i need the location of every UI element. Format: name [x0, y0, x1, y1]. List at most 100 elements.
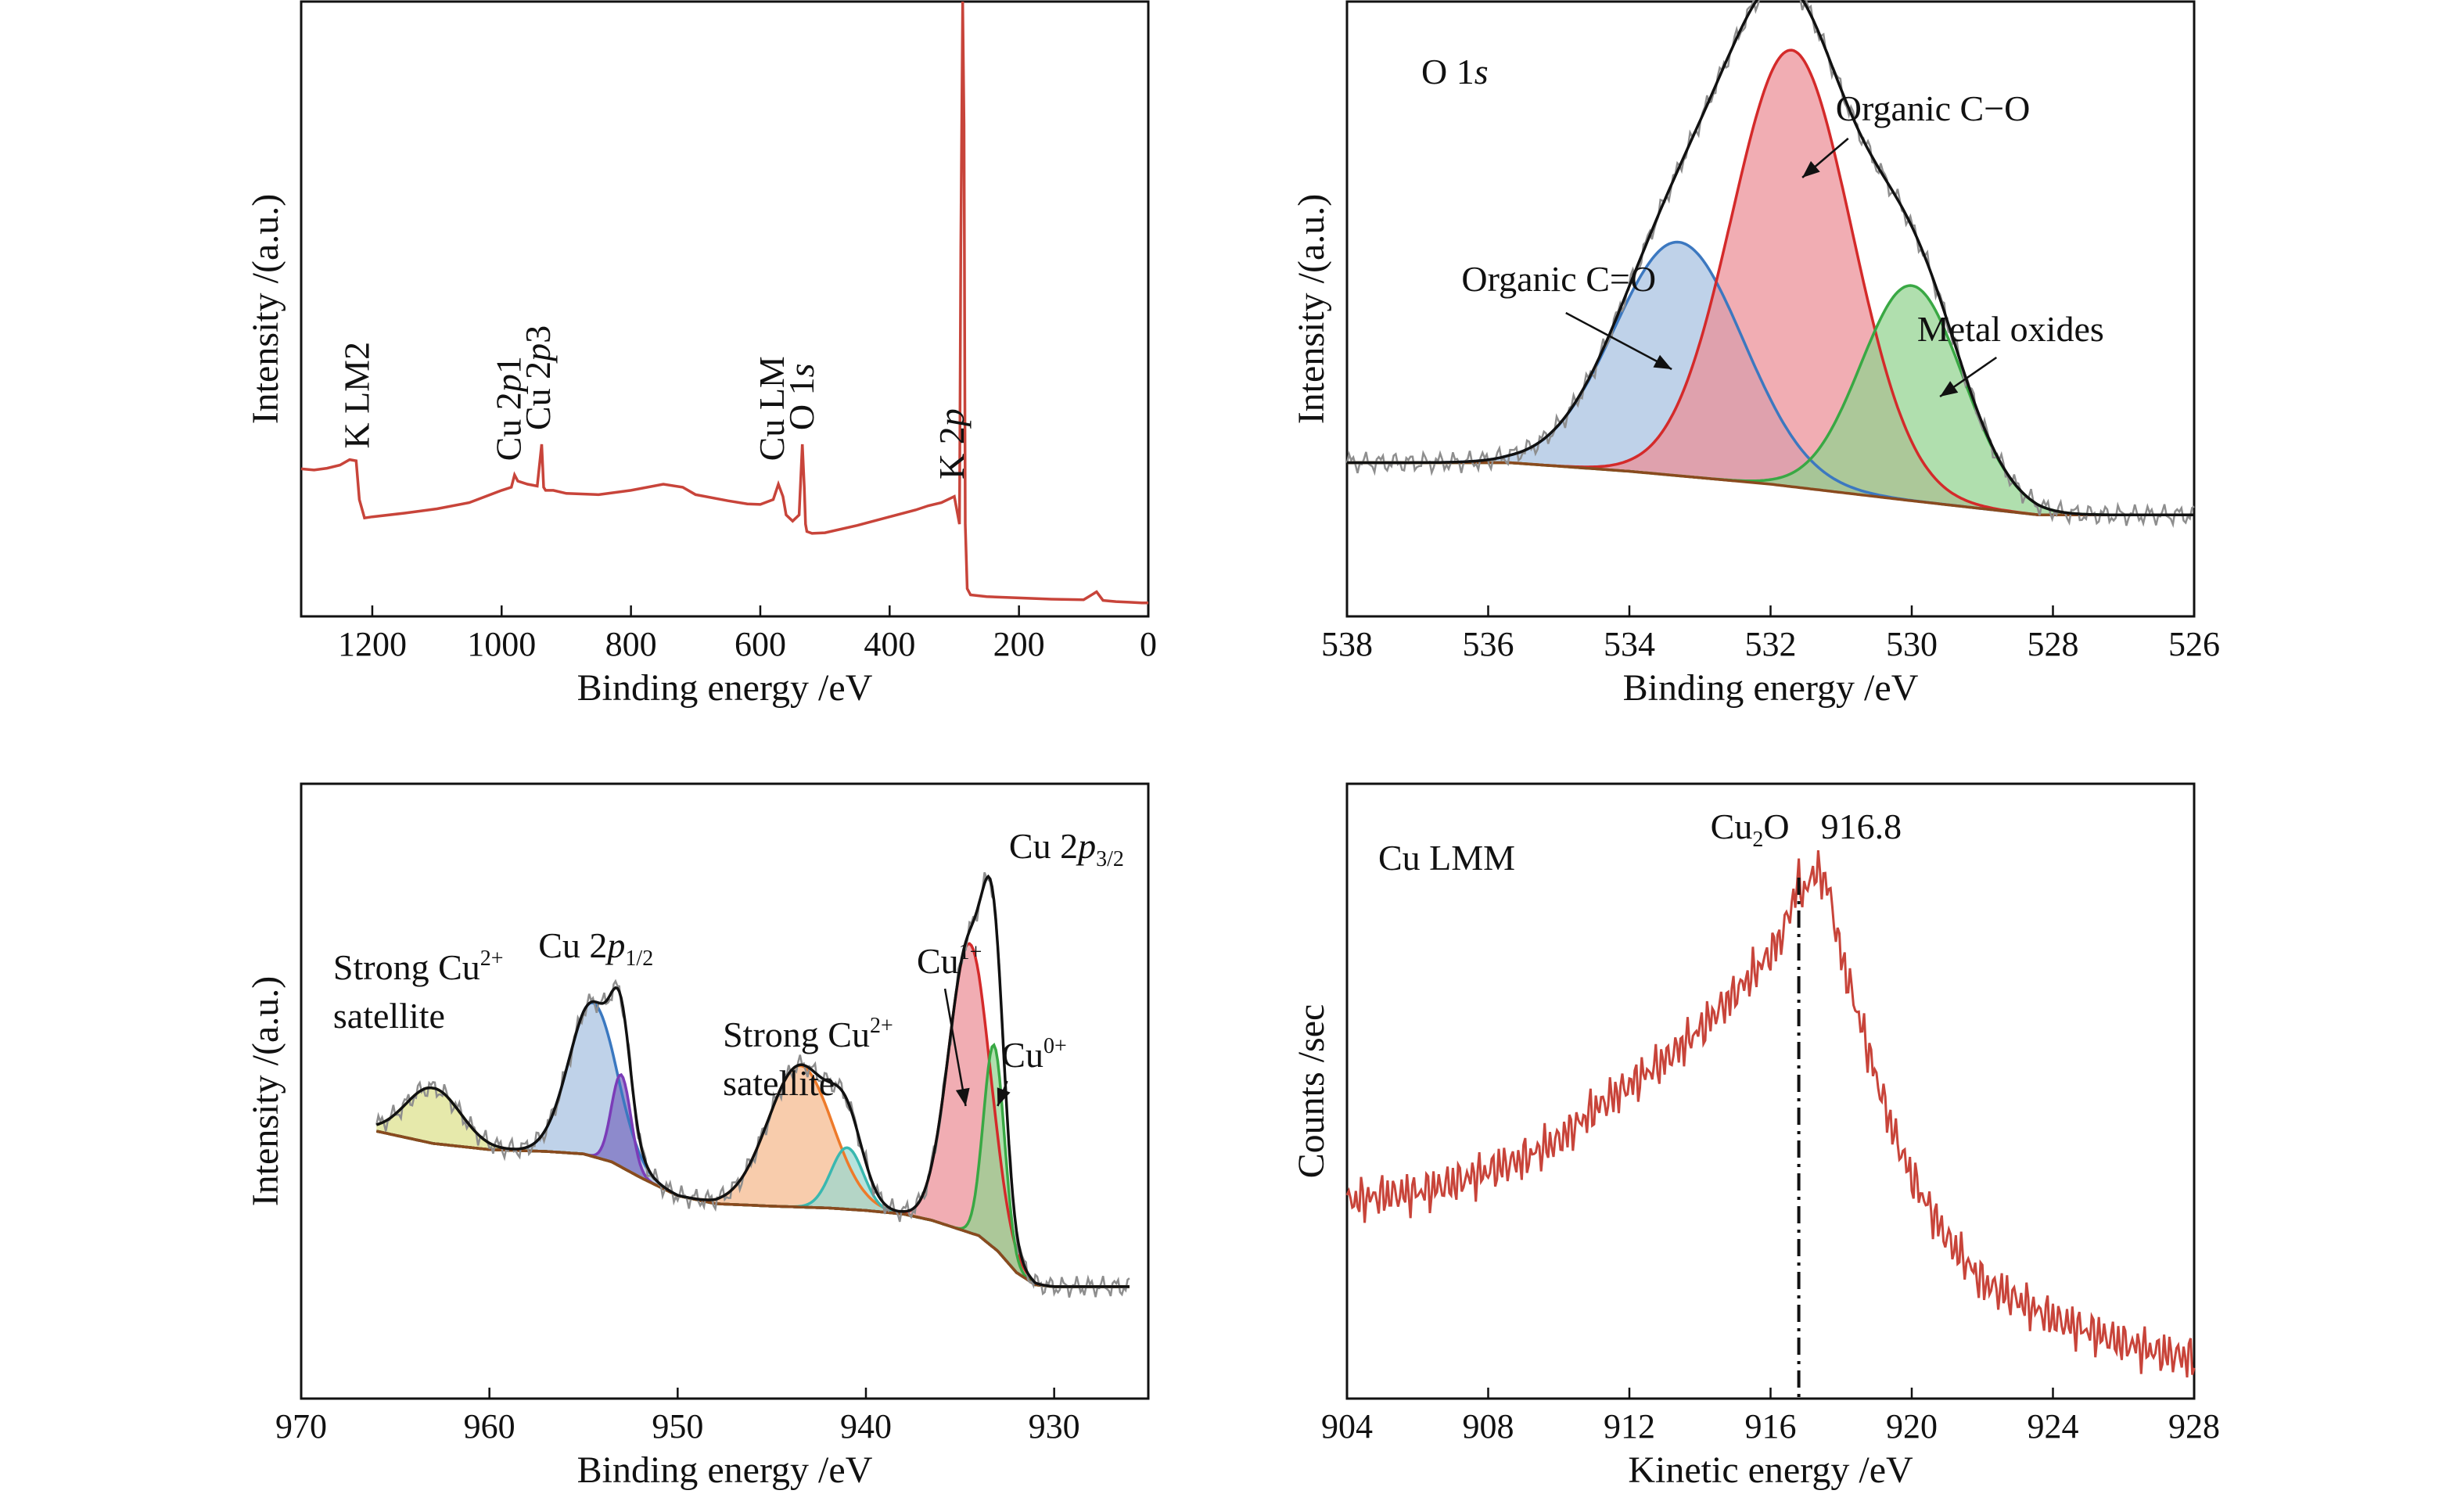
- x-tick-label: 528: [2028, 625, 2079, 663]
- panel-title-italic: s: [1474, 52, 1489, 92]
- peak-annotation: Cu LM: [752, 356, 792, 461]
- peak-annotation-suffix: 3: [518, 325, 558, 343]
- y-axis-label: Intensity /(a.u.): [245, 976, 286, 1207]
- peak-annotation-sup: 2+: [480, 946, 504, 971]
- x-tick-label: 950: [652, 1407, 703, 1446]
- peak-annotation: Strong Cu2+: [723, 1014, 893, 1054]
- fit-peak-area: [1347, 50, 2194, 515]
- peak-annotation-main: Cu 2: [518, 361, 558, 430]
- x-tick-label: 916: [1745, 1407, 1797, 1446]
- fit-peak-area: [376, 1065, 1130, 1287]
- reference-species-label: Cu2O: [1711, 806, 1790, 852]
- x-axis-label: Binding energy /eV: [577, 667, 873, 709]
- x-tick-label: 908: [1463, 1407, 1514, 1446]
- x-tick-label: 970: [275, 1407, 327, 1446]
- peak-annotation-main: Cu: [917, 941, 959, 981]
- y-axis-label: Counts /sec: [1291, 1004, 1332, 1179]
- peak-annotation-italic: p: [518, 343, 558, 364]
- fit-peak-area: [1347, 286, 2194, 515]
- peak-annotation: Cu 2p1/2: [538, 925, 653, 971]
- x-tick-label: 536: [1463, 625, 1514, 663]
- reference-species-suffix: O: [1763, 806, 1789, 846]
- peak-annotation-main: K LM2: [336, 342, 376, 449]
- peak-annotation-main: Strong Cu: [723, 1015, 870, 1054]
- peak-annotation-line2: satellite: [333, 996, 445, 1036]
- y-axis-label: Intensity /(a.u.): [245, 194, 286, 425]
- o1s-spectrum-panel: 538 536 534 532 530 528 526 Binding energy /eV I…: [1291, 0, 2220, 709]
- peak-annotation: Cu 2p3/2: [1009, 826, 1124, 871]
- peak-annotation-italic: p: [932, 408, 972, 429]
- panel-title: O 1s: [1421, 52, 1489, 92]
- peak-annotation-sub: 3/2: [1096, 847, 1124, 871]
- reference-species-sub: 2: [1752, 828, 1763, 852]
- peak-annotation-sup: 1+: [959, 940, 982, 964]
- peak-annotation: Cu 2p1: [489, 356, 529, 461]
- cu-lmm-spectrum-panel: 904 908 912 916 920 924 928 Kinetic energy /eV C…: [1291, 782, 2220, 1491]
- x-tick-label: 526: [2168, 625, 2220, 663]
- annotation-arrow-head: [1802, 160, 1820, 178]
- peak-annotation: Cu0+: [1001, 1034, 1066, 1075]
- peak-annotation: K LM2: [336, 342, 376, 449]
- x-tick-label: 532: [1745, 625, 1797, 663]
- peak-annotation-main: K 2: [932, 426, 972, 479]
- annotation-arrow-head: [997, 1087, 1011, 1106]
- peak-annotation: Cu 2p3: [518, 325, 558, 430]
- peak-annotation-main: O 1: [781, 377, 821, 430]
- annotation-arrow-head: [955, 1087, 970, 1106]
- x-tick-label: 930: [1029, 1407, 1080, 1446]
- x-tick-label: 534: [1604, 625, 1655, 663]
- panel-title-main: O 1: [1421, 52, 1474, 92]
- x-tick-label: 912: [1604, 1407, 1655, 1446]
- x-tick-label: 940: [840, 1407, 892, 1446]
- x-tick-label: 200: [993, 625, 1045, 663]
- survey-spectrum-line: [300, 1, 1148, 605]
- x-tick-label: 920: [1886, 1407, 1938, 1446]
- peak-annotation: Organic C−O: [1836, 88, 2031, 128]
- survey-spectrum-panel: 1200 1000 800 600 400 200 0 Binding energy /eV I…: [245, 0, 1157, 709]
- peak-annotation: Strong Cu2+: [333, 946, 504, 987]
- fit-peak-area: [376, 943, 1130, 1287]
- peak-annotation-sup: 2+: [870, 1014, 893, 1038]
- peak-annotation: K 2p: [932, 408, 972, 479]
- peak-annotation-sub: 1/2: [625, 946, 653, 971]
- panel-title: Cu LMM: [1378, 838, 1515, 878]
- reference-species-main: Cu: [1711, 806, 1753, 846]
- fit-peak-area: [1347, 242, 2194, 515]
- x-tick-label: 928: [2168, 1407, 2220, 1446]
- x-axis-label: Kinetic energy /eV: [1628, 1449, 1913, 1491]
- fit-envelope-line: [375, 874, 1130, 1288]
- x-tick-label: 924: [2028, 1407, 2079, 1446]
- peak-annotation: O 1s: [781, 363, 821, 430]
- peak-annotation-italic: p: [489, 374, 529, 394]
- x-tick-label: 1200: [338, 625, 407, 663]
- x-tick-label: 800: [605, 625, 657, 663]
- x-tick-label: 600: [735, 625, 786, 663]
- peak-annotation-main: Cu 2: [1009, 826, 1078, 866]
- peak-annotation-main: Cu 2: [538, 925, 607, 965]
- fit-envelope-line: [1347, 0, 2194, 517]
- plot-frame: [300, 0, 1150, 618]
- x-axis-label: Binding energy /eV: [1623, 667, 1919, 709]
- annotation-arrow-line: [943, 988, 967, 1107]
- cu-lmm-spectrum-line: [1345, 849, 2196, 1378]
- x-tick-label: 960: [464, 1407, 515, 1446]
- x-tick-label: 530: [1886, 625, 1938, 663]
- annotation-arrow-line: [1565, 311, 1672, 371]
- peak-annotation-italic: s: [781, 363, 821, 377]
- annotation-arrow-head: [1653, 354, 1672, 369]
- x-tick-label: 904: [1321, 1407, 1373, 1446]
- plot-frame: [300, 782, 1150, 1400]
- reference-value-label: 916.8: [1821, 806, 1902, 846]
- y-axis-label: Intensity /(a.u.): [1291, 194, 1332, 425]
- x-tick-label: 0: [1140, 625, 1157, 663]
- x-tick-label: 538: [1321, 625, 1373, 663]
- cu2p-spectrum-panel: 970 960 950 940 930 Binding energy /eV Intensi…: [245, 782, 1150, 1491]
- x-tick-label: 400: [864, 625, 915, 663]
- peak-annotation-italic: p: [605, 925, 625, 965]
- peak-annotation: Cu1+: [917, 940, 982, 981]
- peak-annotation-main: Cu: [1001, 1035, 1043, 1075]
- x-axis-label: Binding energy /eV: [577, 1449, 873, 1491]
- annotation-arrow-head: [1940, 381, 1959, 397]
- peak-annotation-main: Cu 2: [489, 392, 529, 461]
